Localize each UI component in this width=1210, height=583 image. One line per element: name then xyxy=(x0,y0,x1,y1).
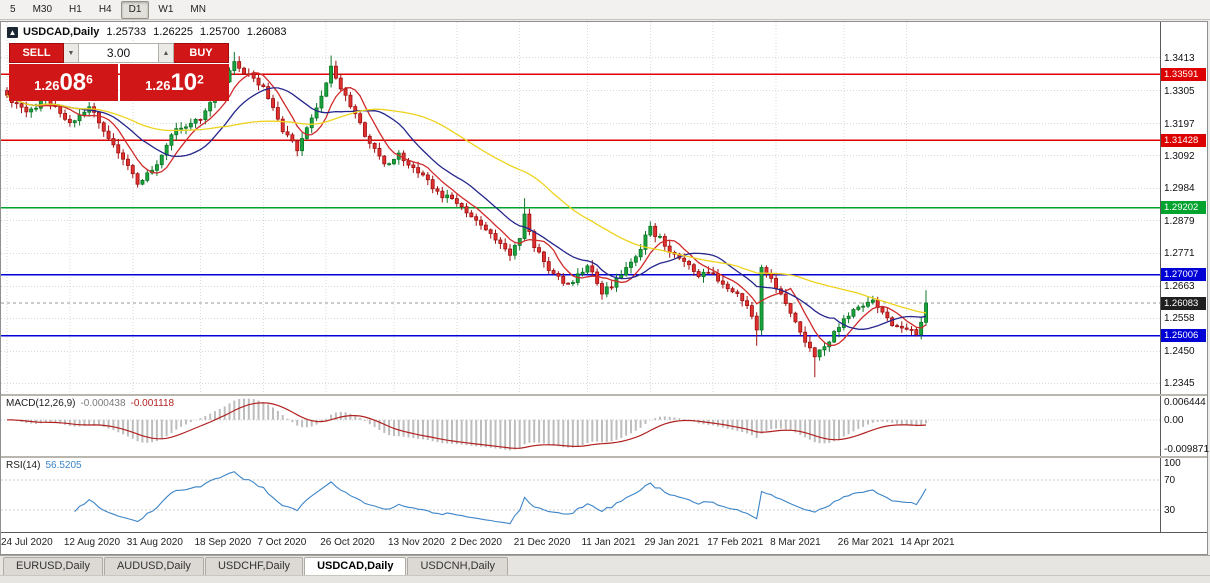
price-scale-label: 1.3197 xyxy=(1164,118,1195,130)
macd-plot: MACD(12,26,9) -0.000438 -0.001118 xyxy=(1,396,1160,456)
macd-scale-min: -0.009871 xyxy=(1164,444,1210,455)
date-axis-label: 2 Dec 2020 xyxy=(450,537,502,548)
price-plot[interactable]: ▲ USDCAD,Daily 1.25733 1.26225 1.25700 1… xyxy=(1,22,1160,394)
rsi-scale: 100 70 30 xyxy=(1160,458,1207,532)
price-scale-label: 1.2345 xyxy=(1164,378,1195,390)
date-axis-label: 8 Mar 2021 xyxy=(770,537,821,548)
price-level-badge: 1.33591 xyxy=(1161,67,1206,81)
rsi-plot: RSI(14) 56.5205 xyxy=(1,458,1160,532)
price-pane: ▲ USDCAD,Daily 1.25733 1.26225 1.25700 1… xyxy=(1,22,1207,394)
rsi-canvas xyxy=(1,471,1160,525)
timeframe-toolbar: 5 M30 H1 H4 D1 W1 MN xyxy=(0,0,1210,20)
chart-title: ▲ USDCAD,Daily 1.25733 1.26225 1.25700 1… xyxy=(7,26,293,38)
ohlc-high: 1.26225 xyxy=(153,26,193,38)
rsi-scale-70: 70 xyxy=(1164,475,1176,486)
chart-tabs: EURUSD,Daily AUDUSD,Daily USDCHF,Daily USDC… xyxy=(0,555,1210,575)
timeframe-button-D1[interactable]: D1 xyxy=(120,0,150,19)
chart-tab-AUDUSD[interactable]: AUDUSD,Daily xyxy=(103,557,204,575)
rsi-value: 56.5205 xyxy=(45,460,82,471)
date-axis-label: 26 Oct 2020 xyxy=(320,537,375,548)
buy-quote-button[interactable]: 1.26102 xyxy=(120,64,229,101)
date-axis-label: 31 Aug 2020 xyxy=(126,537,183,548)
date-axis-label: 24 Jul 2020 xyxy=(1,537,53,548)
one-click-trading-panel: SELL ▼ 3.00 ▲ BUY 1.26086 1.26102 xyxy=(9,43,229,101)
date-axis-label: 26 Mar 2021 xyxy=(837,537,894,548)
sell-price-base: 1.26 xyxy=(34,78,60,93)
macd-pane: MACD(12,26,9) -0.000438 -0.001118 0.006444… xyxy=(1,396,1210,456)
date-axis-label: 13 Nov 2020 xyxy=(387,537,445,548)
buy-price-base: 1.26 xyxy=(145,78,171,93)
date-axis-label: 11 Jan 2021 xyxy=(581,537,636,548)
rsi-name: RSI(14) xyxy=(6,460,41,471)
date-axis-label: 17 Feb 2021 xyxy=(707,537,764,548)
sell-button[interactable]: SELL xyxy=(9,43,64,63)
price-scale-label: 1.2771 xyxy=(1164,248,1195,260)
timeframe-button-H1[interactable]: H1 xyxy=(69,3,82,15)
macd-scale: 0.006444 0.00 -0.009871 xyxy=(1160,396,1210,456)
chart-tab-EURUSD[interactable]: EURUSD,Daily xyxy=(3,557,103,575)
timeframe-button-5[interactable]: 5 xyxy=(10,3,16,15)
date-axis-label: 14 Apr 2021 xyxy=(900,537,955,548)
triangle-up-icon: ▲ xyxy=(162,49,170,57)
rsi-scale-100: 100 xyxy=(1164,458,1181,469)
chart-window: ▲ USDCAD,Daily 1.25733 1.26225 1.25700 1… xyxy=(0,21,1210,555)
current-price-badge: 1.26083 xyxy=(1161,296,1206,310)
pane-separator[interactable] xyxy=(1,394,1207,396)
price-level-badge: 1.25006 xyxy=(1161,329,1206,343)
price-scale-label: 1.3092 xyxy=(1164,150,1195,162)
pane-separator[interactable] xyxy=(1,456,1207,458)
ohlc-open: 1.25733 xyxy=(106,26,147,38)
volume-input[interactable]: 3.00 xyxy=(79,43,159,63)
status-bar xyxy=(0,575,1210,583)
price-scale-label: 1.2450 xyxy=(1164,346,1195,358)
price-level-badge: 1.31428 xyxy=(1161,133,1206,147)
ohlc-close: 1.26083 xyxy=(246,26,287,38)
date-axis-label: 21 Dec 2020 xyxy=(513,537,571,548)
chart-tab-USDCNH[interactable]: USDCNH,Daily xyxy=(407,557,509,575)
buy-button[interactable]: BUY xyxy=(174,43,229,63)
date-axis-label: 18 Sep 2020 xyxy=(194,537,252,548)
chart-tab-USDCHF[interactable]: USDCHF,Daily xyxy=(204,557,304,575)
macd-main-value: -0.000438 xyxy=(80,398,126,409)
date-axis-label: 12 Aug 2020 xyxy=(63,537,121,548)
macd-canvas xyxy=(1,398,1160,451)
buy-price-pip: 2 xyxy=(197,72,204,87)
rsi-pane: RSI(14) 56.5205 100 70 30 xyxy=(1,458,1207,532)
triangle-down-icon: ▼ xyxy=(67,49,75,57)
sell-price-pip: 6 xyxy=(86,72,93,87)
date-axis-label: 29 Jan 2021 xyxy=(644,537,700,548)
chart-icon[interactable]: ▲ xyxy=(7,26,18,38)
date-axis: 24 Jul 2020 12 Aug 2020 31 Aug 2020 18 Sep … xyxy=(1,532,1207,554)
macd-signal-value: -0.001118 xyxy=(130,398,175,409)
price-scale-label: 1.2879 xyxy=(1164,215,1195,227)
sell-price-big: 08 xyxy=(59,69,87,96)
buy-price-big: 10 xyxy=(170,69,198,96)
timeframe-button-H4[interactable]: H4 xyxy=(98,3,112,15)
price-scale-label: 1.2663 xyxy=(1164,281,1195,293)
chart-title-symbol: USDCAD,Daily xyxy=(23,26,100,38)
chart-tab-USDCAD[interactable]: USDCAD,Daily xyxy=(304,557,407,575)
macd-label: MACD(12,26,9) -0.000438 -0.001118 xyxy=(6,398,174,409)
price-level-badge: 1.27007 xyxy=(1161,268,1206,282)
macd-name: MACD(12,26,9) xyxy=(6,398,76,409)
macd-scale-zero: 0.00 xyxy=(1164,415,1184,426)
volume-decrease-button[interactable]: ▼ xyxy=(64,43,79,63)
price-level-badge: 1.29202 xyxy=(1161,201,1206,215)
timeframe-button-M30[interactable]: M30 xyxy=(32,3,53,15)
ohlc-low: 1.25700 xyxy=(199,26,240,38)
date-axis-label: 7 Oct 2020 xyxy=(257,537,307,548)
timeframe-button-MN[interactable]: MN xyxy=(190,3,206,15)
timeframe-button-W1[interactable]: W1 xyxy=(158,3,174,15)
price-scale-label: 1.3305 xyxy=(1164,85,1195,97)
volume-increase-button[interactable]: ▲ xyxy=(159,43,174,63)
rsi-label: RSI(14) 56.5205 xyxy=(6,460,82,471)
rsi-scale-30: 30 xyxy=(1164,505,1176,516)
price-scale-label: 1.2984 xyxy=(1164,183,1195,195)
macd-scale-max: 0.006444 xyxy=(1164,397,1206,408)
price-scale-label: 1.2558 xyxy=(1164,313,1195,325)
sell-quote-button[interactable]: 1.26086 xyxy=(9,64,118,101)
price-scale: 1.3413 1.3305 1.3197 1.3092 1.2984 1.2879 1.27… xyxy=(1160,22,1207,394)
price-scale-label: 1.3413 xyxy=(1164,52,1195,64)
